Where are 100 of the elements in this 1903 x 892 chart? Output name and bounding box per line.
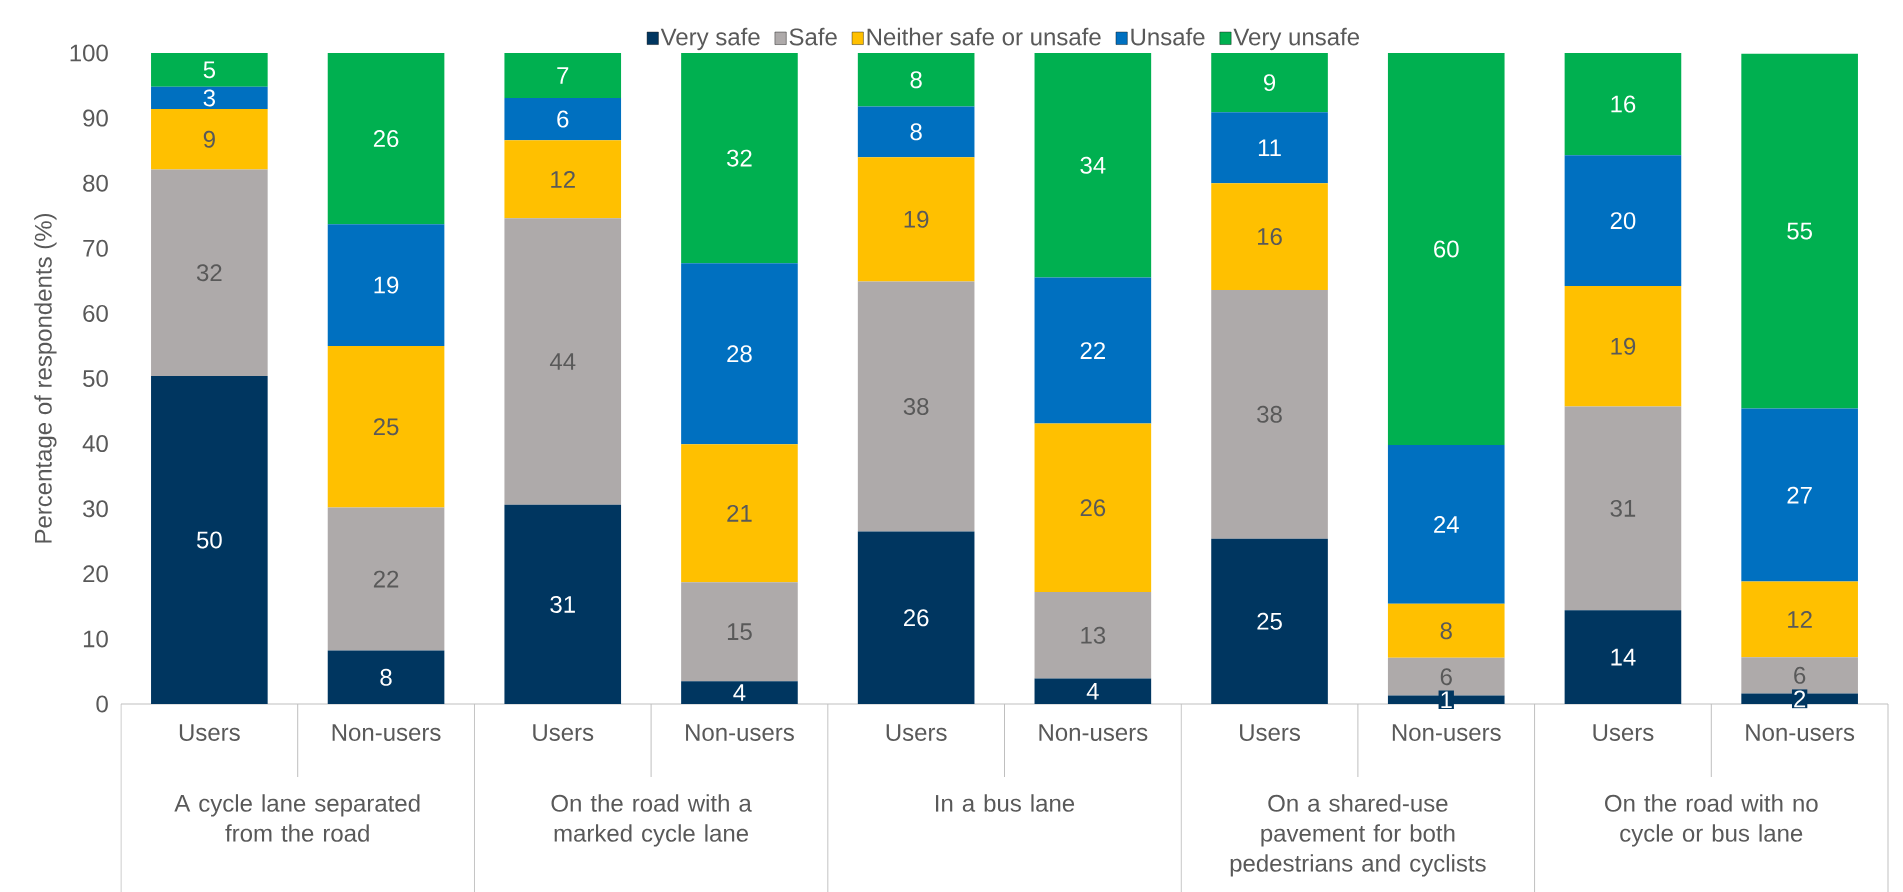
x-tick-label: Non-users	[1746, 724, 1855, 741]
data-label: 28	[727, 345, 752, 363]
y-axis-title: Percentage of respondents (%)	[34, 213, 57, 543]
bar	[857, 281, 975, 532]
bar	[681, 444, 798, 583]
data-label: 31	[550, 595, 575, 613]
y-tick-label: 40	[82, 435, 108, 453]
x-tick-label: Users	[179, 724, 240, 741]
data-label: 4	[1086, 683, 1099, 700]
data-label: 26	[373, 130, 399, 148]
bar	[681, 263, 798, 445]
data-label: 1	[1441, 691, 1452, 709]
data-label: 16	[1611, 95, 1636, 113]
x-tick-label: Non-users	[1392, 724, 1501, 741]
bar	[1034, 678, 1152, 704]
x-tick-label: Users	[1593, 724, 1654, 741]
text: On the road with no cycle or bus lane	[1605, 794, 1818, 847]
y-tick-label: 0	[96, 695, 108, 713]
bar	[1564, 52, 1682, 156]
bar	[1564, 610, 1682, 704]
bar	[327, 52, 445, 225]
legend-label: Unsafe	[1131, 27, 1205, 46]
bar	[857, 52, 975, 107]
data-label: 19	[1611, 337, 1636, 355]
data-label: 15	[727, 623, 752, 641]
data-label: 38	[903, 398, 929, 415]
y-tick-label: 50	[83, 370, 108, 387]
data-label: 13	[1081, 626, 1106, 644]
data-label: 5	[203, 61, 216, 79]
bar	[327, 507, 445, 651]
data-label: 38	[1257, 405, 1282, 423]
bar	[1564, 286, 1682, 407]
data-label: 6	[1440, 668, 1452, 686]
data-label: 12	[1788, 611, 1812, 628]
data-label: 2	[1794, 690, 1806, 708]
bar	[327, 224, 445, 346]
bar	[504, 504, 622, 704]
data-label: 21	[727, 504, 752, 522]
data-label: 11	[1258, 139, 1281, 156]
legend-label: Very unsafe	[1233, 27, 1360, 51]
bar	[1741, 53, 1858, 409]
y-tick-label: 10	[83, 630, 108, 648]
data-label: 60	[1434, 240, 1459, 258]
text: On a shared-use pavement for both pedestrians and cyclists	[1230, 794, 1486, 877]
bar	[1211, 183, 1328, 290]
bar	[681, 582, 798, 682]
y-tick-label: 90	[83, 109, 108, 127]
bar	[1387, 603, 1505, 658]
bar	[1387, 52, 1505, 445]
y-tick-label: 70	[83, 239, 108, 257]
bar	[327, 650, 445, 704]
bar	[504, 218, 622, 505]
bar	[1564, 155, 1682, 287]
data-label: 3	[203, 89, 215, 107]
bar	[1741, 408, 1858, 582]
legend-label: Very safe	[660, 27, 760, 51]
y-tick-label: 60	[83, 304, 108, 322]
bar	[681, 681, 798, 704]
text: A cycle lane separated from the road	[174, 794, 420, 842]
data-label: 4	[733, 684, 746, 701]
bar	[1387, 444, 1505, 604]
data-label: 8	[1440, 622, 1452, 640]
data-label: 26	[1080, 499, 1106, 517]
data-label: 9	[1264, 74, 1276, 92]
data-label: 22	[373, 570, 399, 588]
data-label: 19	[374, 276, 399, 294]
bar	[1741, 581, 1858, 658]
x-tick-label: Non-users	[686, 724, 794, 741]
bar	[504, 140, 622, 219]
data-label: 7	[557, 67, 569, 84]
bar	[1211, 52, 1328, 113]
bar	[1564, 406, 1682, 611]
bar	[327, 345, 445, 508]
y-tick-label: 30	[83, 500, 108, 518]
bar	[681, 52, 798, 264]
bar	[1034, 592, 1152, 679]
data-label: 8	[380, 668, 392, 686]
data-label: 44	[549, 353, 576, 370]
x-tick-label: Users	[886, 724, 947, 741]
bar	[151, 375, 268, 704]
data-label: 50	[196, 531, 222, 549]
x-tick-label: Non-users	[332, 724, 441, 741]
data-label: 26	[904, 609, 929, 627]
bar	[504, 97, 622, 141]
bar	[1034, 423, 1152, 593]
bar	[504, 52, 622, 98]
bar	[151, 108, 268, 170]
data-label: 16	[1258, 228, 1282, 246]
bar	[151, 86, 268, 109]
data-label: 31	[1610, 499, 1636, 517]
data-label: 25	[373, 418, 399, 436]
data-label: 32	[196, 264, 222, 282]
text: In a bus lane	[935, 794, 1075, 812]
text: On the road with a marked cycle lane	[551, 794, 752, 847]
data-label: 25	[1257, 612, 1282, 630]
data-label: 32	[727, 149, 752, 167]
y-tick-label: 80	[83, 174, 108, 192]
bar	[1211, 538, 1328, 704]
data-label: 6	[557, 110, 569, 128]
bar	[857, 157, 975, 282]
